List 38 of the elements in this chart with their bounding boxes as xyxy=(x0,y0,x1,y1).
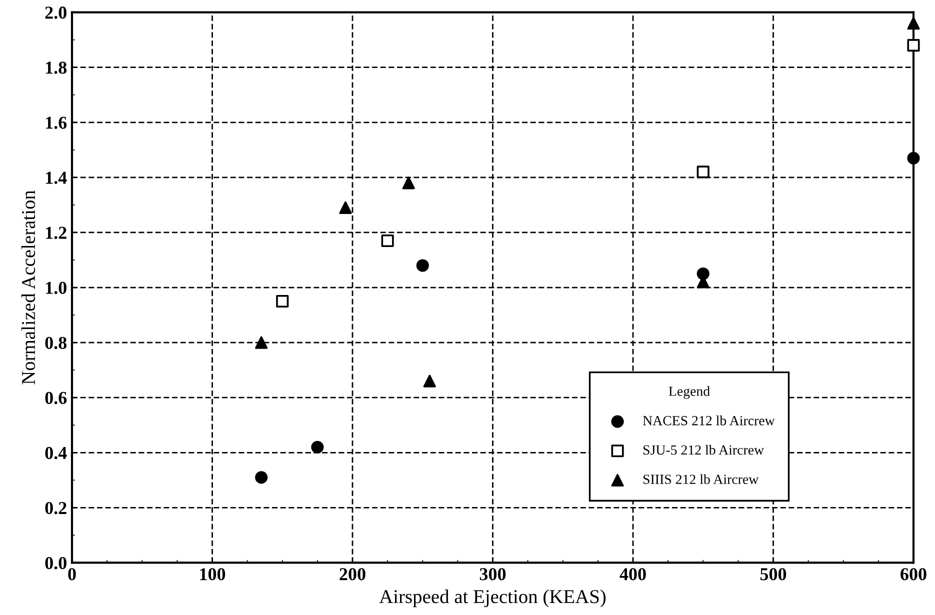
point xyxy=(402,176,415,190)
y-axis-title: Normalized Acceleration xyxy=(21,190,36,384)
point xyxy=(696,267,710,280)
point xyxy=(276,294,289,308)
point xyxy=(255,471,268,484)
x-tick-label: 100 xyxy=(200,568,226,580)
legend-label: SJU-5 212 lb Aircrew xyxy=(643,444,764,455)
y-tick-label: 1.2 xyxy=(46,226,66,239)
x-tick-label: 0 xyxy=(68,568,76,580)
point xyxy=(423,374,436,388)
y-tick-label: 1.6 xyxy=(46,116,67,129)
x-tick-label: 600 xyxy=(900,568,926,580)
y-tick-label: 0.2 xyxy=(45,502,66,514)
point xyxy=(339,201,352,214)
legend-title: Legend xyxy=(668,386,710,399)
point xyxy=(416,259,429,272)
legend-label: SIIIS 212 lb Aircrew xyxy=(643,474,759,484)
y-tick-label: 0.8 xyxy=(45,336,67,350)
x-tick-label: 300 xyxy=(480,568,506,580)
y-tick-label: 0.4 xyxy=(45,446,67,460)
point xyxy=(907,152,920,164)
x-tick-label: 500 xyxy=(760,568,786,580)
point xyxy=(311,440,324,454)
y-tick-label: 1.0 xyxy=(46,282,66,294)
y-tick-label: 0.0 xyxy=(45,556,66,570)
x-tick-label: 200 xyxy=(340,568,366,580)
point xyxy=(255,336,268,349)
y-tick-label: 2.0 xyxy=(45,6,66,19)
x-tick-label: 400 xyxy=(620,568,646,580)
point xyxy=(907,17,920,30)
point xyxy=(696,166,710,178)
point xyxy=(381,234,394,248)
point xyxy=(907,39,920,52)
y-tick-label: 1.8 xyxy=(46,62,67,74)
y-tick-label: 0.6 xyxy=(45,392,67,404)
x-axis-title: Airspeed at Ejection (KEAS) xyxy=(379,590,606,608)
legend-label: NACES 212 lb Aircrew xyxy=(642,416,775,426)
y-tick-label: 1.4 xyxy=(46,172,67,184)
